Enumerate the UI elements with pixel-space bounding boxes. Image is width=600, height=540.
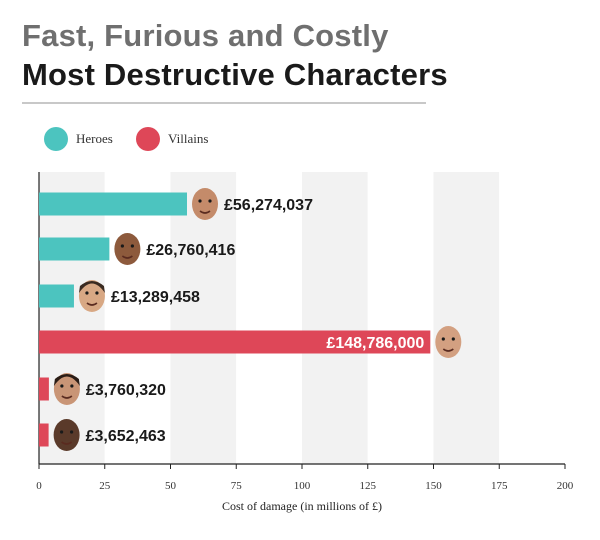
x-tick-label: 200 xyxy=(557,480,574,492)
bar-value-label: £3,760,320 xyxy=(86,382,166,399)
grid-band xyxy=(170,172,237,464)
grid-band xyxy=(104,172,171,464)
x-tick-label: 150 xyxy=(425,480,442,492)
bar xyxy=(39,377,49,401)
bar xyxy=(39,423,49,447)
bar xyxy=(39,330,431,354)
grid-band xyxy=(433,172,500,464)
bar-value-label: £56,274,037 xyxy=(224,197,313,214)
legend-item-villains: Villains xyxy=(136,126,208,152)
dark-bald-face-icon xyxy=(53,419,80,451)
grid-band xyxy=(236,172,302,464)
chart-subtitle: Most Destructive Characters xyxy=(22,57,448,92)
grid-band xyxy=(302,172,368,464)
x-tick-label: 75 xyxy=(231,480,243,492)
title-divider xyxy=(22,102,426,104)
x-axis-label: Cost of damage (in millions of £) xyxy=(222,499,382,513)
bar xyxy=(39,284,74,308)
bar-value-label: £3,652,463 xyxy=(86,428,166,445)
bar-value-label: £26,760,416 xyxy=(146,242,235,259)
legend-label-villains: Villains xyxy=(168,131,209,146)
heroes-swatch xyxy=(44,127,68,151)
shaved-head-face-icon xyxy=(192,188,219,220)
villains-swatch xyxy=(136,127,160,151)
grid-band xyxy=(39,172,105,464)
bar xyxy=(39,192,188,216)
grinning-bald-face-icon xyxy=(435,326,462,358)
bar-value-label: £13,289,458 xyxy=(111,289,200,306)
x-tick-label: 125 xyxy=(360,480,377,492)
x-tick-label: 175 xyxy=(491,480,508,492)
legend-label-heroes: Heroes xyxy=(76,131,113,146)
x-tick-label: 100 xyxy=(294,480,311,492)
chart-title: Fast, Furious and Costly xyxy=(22,18,389,53)
smiling-bald-face-icon xyxy=(114,233,141,265)
grid-band xyxy=(367,172,434,464)
x-tick-label: 0 xyxy=(36,480,42,492)
grid-band xyxy=(499,172,565,464)
short-hair-face-icon xyxy=(78,280,105,312)
dark-hair-face-icon xyxy=(53,373,80,405)
x-tick-label: 50 xyxy=(165,480,177,492)
bar xyxy=(39,237,110,261)
x-tick-label: 25 xyxy=(99,480,111,492)
bar-value-label: £148,786,000 xyxy=(326,335,424,352)
legend-item-heroes: Heroes xyxy=(44,126,113,152)
